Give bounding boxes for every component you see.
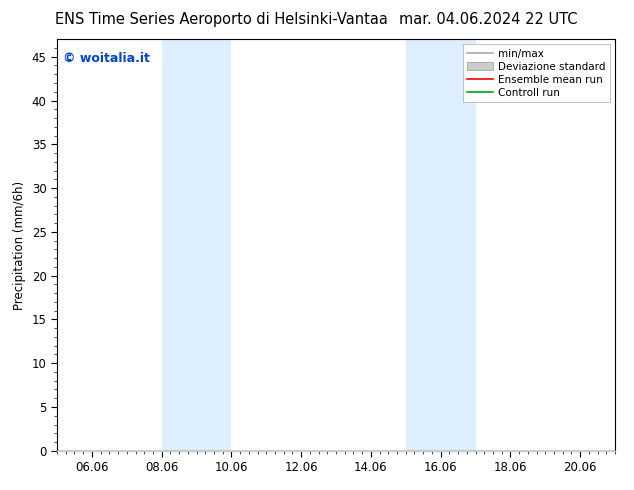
Text: ENS Time Series Aeroporto di Helsinki-Vantaa: ENS Time Series Aeroporto di Helsinki-Va…: [55, 12, 389, 27]
Y-axis label: Precipitation (mm/6h): Precipitation (mm/6h): [13, 180, 26, 310]
Text: mar. 04.06.2024 22 UTC: mar. 04.06.2024 22 UTC: [399, 12, 578, 27]
Text: © woitalia.it: © woitalia.it: [63, 51, 150, 65]
Legend: min/max, Deviazione standard, Ensemble mean run, Controll run: min/max, Deviazione standard, Ensemble m…: [463, 45, 610, 102]
Bar: [162, 39, 231, 451]
Bar: [406, 39, 476, 451]
